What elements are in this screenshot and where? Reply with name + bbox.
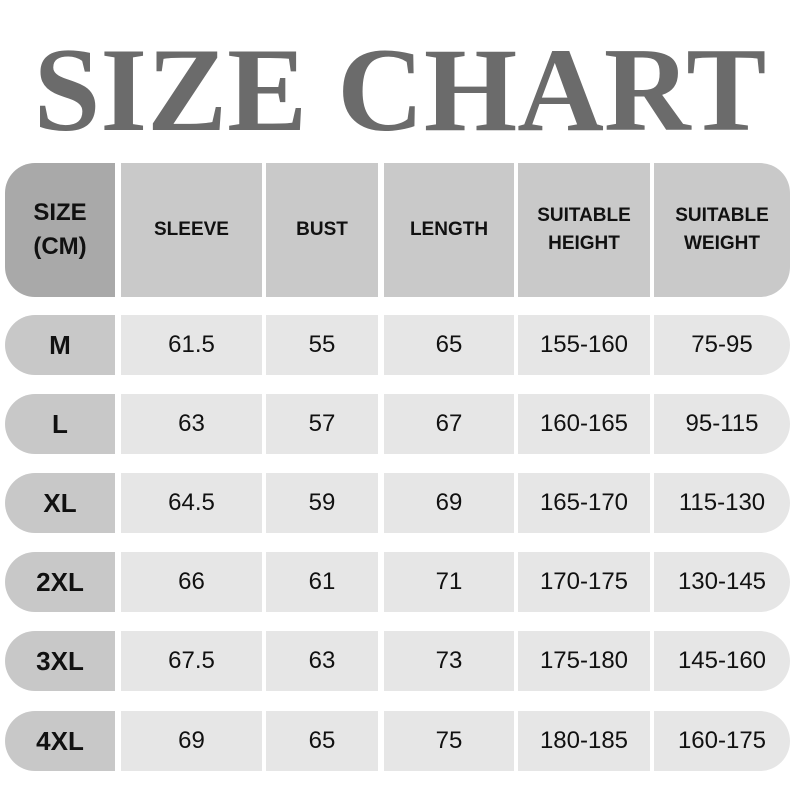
table-cell-sleeve: 69 [121,711,262,771]
table-cell-suitable-height: 165-170 [518,473,650,533]
table-cell-length: 75 [384,711,514,771]
table-cell-suitable-height: 170-175 [518,552,650,612]
table-cell-suitable-height: 160-165 [518,394,650,454]
header-suitable-height: SUITABLE HEIGHT [518,163,650,297]
table-cell-suitable-weight: 130-145 [654,552,790,612]
table-cell-bust: 55 [266,315,378,375]
header-size: SIZE (CM) [5,163,115,297]
table-cell-length: 69 [384,473,514,533]
table-cell-length: 67 [384,394,514,454]
table-cell-suitable-weight: 75-95 [654,315,790,375]
page-title: SIZE CHART [33,23,767,156]
table-cell-bust: 63 [266,631,378,691]
table-cell-sleeve: 61.5 [121,315,262,375]
table-cell-sleeve: 67.5 [121,631,262,691]
table-cell-bust: 59 [266,473,378,533]
table-cell-bust: 57 [266,394,378,454]
size-label-cell: 4XL [5,711,115,771]
header-bust: BUST [266,163,378,297]
size-label-cell: M [5,315,115,375]
header-length: LENGTH [384,163,514,297]
table-cell-suitable-height: 180-185 [518,711,650,771]
table-cell-suitable-weight: 160-175 [654,711,790,771]
table-cell-suitable-weight: 145-160 [654,631,790,691]
table-cell-suitable-height: 155-160 [518,315,650,375]
header-suitable-weight: SUITABLE WEIGHT [654,163,790,297]
size-label-cell: 3XL [5,631,115,691]
table-cell-bust: 65 [266,711,378,771]
table-cell-suitable-weight: 115-130 [654,473,790,533]
size-label-cell: XL [5,473,115,533]
table-cell-sleeve: 64.5 [121,473,262,533]
table-cell-sleeve: 63 [121,394,262,454]
table-cell-length: 71 [384,552,514,612]
size-label-cell: 2XL [5,552,115,612]
table-cell-length: 65 [384,315,514,375]
header-sleeve: SLEEVE [121,163,262,297]
table-cell-length: 73 [384,631,514,691]
table-cell-suitable-height: 175-180 [518,631,650,691]
table-cell-suitable-weight: 95-115 [654,394,790,454]
table-cell-sleeve: 66 [121,552,262,612]
size-label-cell: L [5,394,115,454]
table-cell-bust: 61 [266,552,378,612]
